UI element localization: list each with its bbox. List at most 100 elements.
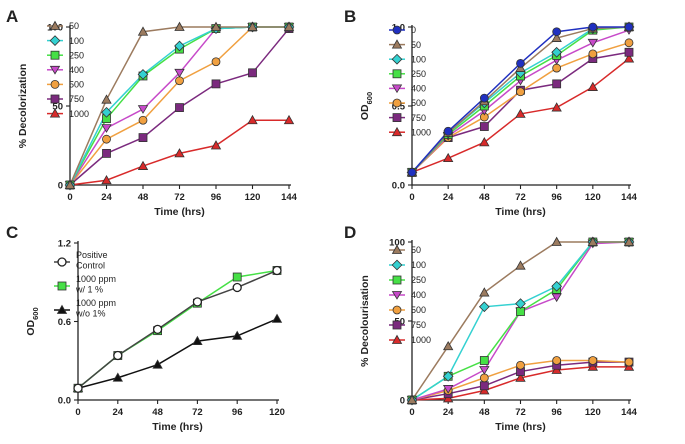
x-tick-label: 0 <box>409 407 414 418</box>
data-point <box>102 148 111 158</box>
x-tick-label: 96 <box>551 192 562 203</box>
data-point <box>442 385 454 394</box>
data-point <box>587 236 599 246</box>
series-line <box>77 269 278 389</box>
legend: 50 100 250 400 500 750 1000 <box>389 244 431 345</box>
data-point <box>137 69 149 80</box>
data-point <box>248 68 257 78</box>
x-tick-label: 96 <box>232 407 243 418</box>
data-point <box>232 330 243 340</box>
data-point <box>588 22 598 32</box>
legend-marker <box>391 126 403 137</box>
data-point <box>588 49 598 59</box>
x-tick-label: 24 <box>443 192 454 203</box>
legend-marker <box>392 275 402 285</box>
data-point <box>137 105 149 114</box>
legend-label: Positive <box>76 250 108 260</box>
data-point <box>211 79 221 89</box>
y-axis-label-main: OD <box>25 319 37 335</box>
x-tick-label: 24 <box>113 407 124 418</box>
data-point <box>624 47 634 57</box>
legend-label: 0 <box>411 25 416 35</box>
x-axis-label: Time (hrs) <box>495 206 546 218</box>
data-point <box>552 356 562 365</box>
legend-label: 250 <box>411 69 426 79</box>
data-point <box>624 38 634 48</box>
data-point <box>272 265 282 276</box>
series-line <box>77 318 278 389</box>
data-point <box>211 57 221 67</box>
data-point <box>443 126 453 136</box>
data-point <box>442 370 454 382</box>
legend-label: 1000 ppm <box>76 298 116 308</box>
data-point <box>210 21 222 31</box>
legend-marker <box>391 53 403 65</box>
x-tick-label: 72 <box>174 192 185 203</box>
x-tick-label: 120 <box>269 407 285 418</box>
y-axis-label-subscript: 600 <box>365 92 374 105</box>
y-axis-label: OD600 <box>25 307 40 335</box>
legend-marker <box>391 39 403 49</box>
panel-letter-b: B <box>344 7 356 26</box>
data-point <box>192 335 203 346</box>
panel-a: A 0 24 48 72 96 120 144 0 50 100 Time (hrs) % Decolo… <box>6 7 298 218</box>
series-line <box>411 26 629 173</box>
legend-label: 50 <box>69 21 79 31</box>
data-point <box>406 394 418 404</box>
data-point <box>624 357 634 367</box>
legend-label: 500 <box>411 305 426 315</box>
x-tick-label: 0 <box>75 407 80 418</box>
panel-d: D 0 24 48 72 96 120 144 0 50 100 Time (hrs) % Decolo… <box>344 223 638 433</box>
legend-marker <box>57 281 67 291</box>
x-tick-label: 24 <box>101 192 112 203</box>
y-axis-label-main: OD <box>359 104 371 120</box>
legend-marker <box>57 257 67 267</box>
legend-marker <box>392 25 402 35</box>
data-point <box>479 137 490 147</box>
data-point <box>152 359 163 369</box>
data-point <box>102 134 111 144</box>
legend-label: 50 <box>411 245 421 255</box>
data-point <box>73 383 83 393</box>
legend-label: w/o 1% <box>75 309 106 319</box>
data-point <box>271 313 283 323</box>
data-point <box>137 160 149 170</box>
data-point <box>551 102 562 112</box>
data-point <box>515 108 526 118</box>
legend-marker <box>392 113 402 122</box>
legend-marker <box>56 304 68 314</box>
legend-label: 750 <box>411 320 426 330</box>
legend-label: 1000 ppm <box>76 274 116 284</box>
legend-label: 500 <box>411 98 426 108</box>
legend: 0 50 100 250 400 500 750 1000 <box>389 25 431 137</box>
series-line <box>411 26 630 173</box>
legend-marker <box>49 65 61 75</box>
data-point <box>442 152 454 163</box>
data-point <box>210 140 222 150</box>
data-point <box>551 46 563 58</box>
y-axis-label: % Decolorization <box>17 64 29 149</box>
x-tick-label: 96 <box>211 192 222 203</box>
panel-letter-d: D <box>344 223 356 242</box>
x-tick-label: 120 <box>585 192 601 203</box>
y-tick-label: 100 <box>389 238 405 249</box>
legend-label: 1000 <box>411 127 431 137</box>
panel-letter-c: C <box>6 223 18 242</box>
data-point <box>101 106 112 118</box>
x-tick-label: 144 <box>621 192 638 203</box>
series-line <box>77 269 278 389</box>
legend-label: 1000 <box>69 109 89 119</box>
x-axis-label: Time (hrs) <box>152 421 203 433</box>
data-point <box>174 68 185 78</box>
x-tick-label: 0 <box>67 192 72 203</box>
data-point <box>232 272 242 282</box>
series-line <box>411 26 630 173</box>
legend-label: Control <box>76 261 105 271</box>
y-tick-label: 1.2 <box>58 239 71 250</box>
y-axis-label-main: % Decolorization <box>17 64 29 149</box>
x-tick-label: 48 <box>138 192 149 203</box>
x-tick-label: 96 <box>551 407 562 418</box>
data-point <box>551 236 562 246</box>
data-point <box>138 115 148 125</box>
